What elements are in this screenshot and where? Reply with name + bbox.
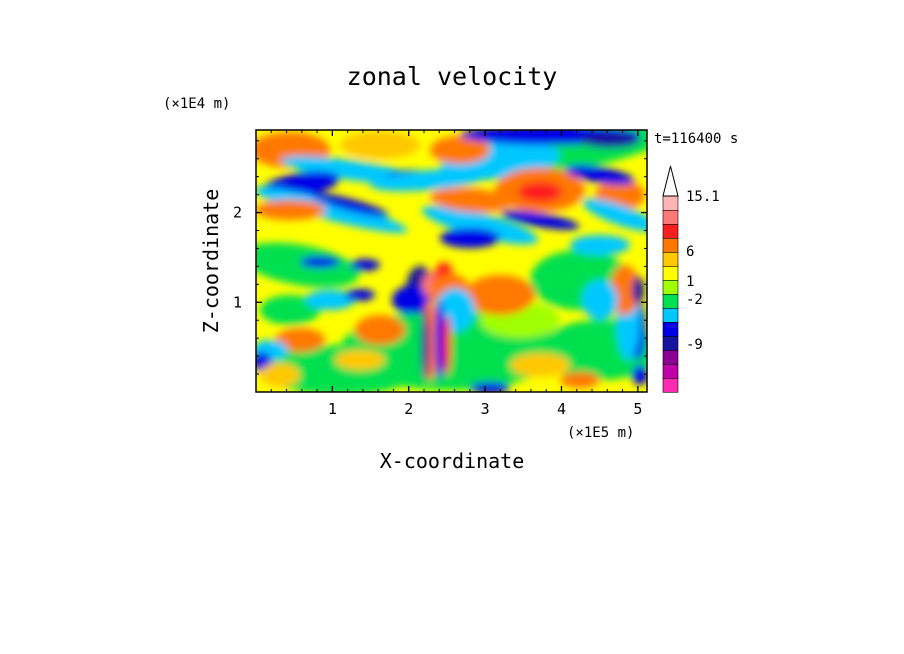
x-axis-unit: (×1E5 m) [567,425,634,441]
field-blob [370,168,490,192]
colorbar-label: 6 [686,244,694,260]
colorbar-bin [662,363,679,379]
field-blob [570,235,630,255]
field-blob [443,315,451,375]
field-blob [518,182,562,202]
colorbar [662,165,679,393]
field-blob [335,350,385,370]
velocity-field [256,130,647,392]
field-blob [256,200,325,220]
chart-title: zonal velocity [347,62,558,91]
x-tick-label: 4 [557,400,566,418]
y-tick-label: 1 [233,293,242,311]
x-axis-label: X-coordinate [380,449,525,473]
field-blob [421,205,539,245]
colorbar-bin [662,265,679,281]
time-label: t=116400 s [654,131,738,147]
colorbar-bin [662,335,679,351]
field-blob [260,363,300,387]
colorbar-bin [662,293,679,309]
field-blob [345,289,375,301]
field-blob [300,256,340,268]
field-blob [435,300,445,380]
colorbar-extend-arrow [662,165,679,197]
colorbar-label: -9 [686,337,703,353]
field-blob [256,242,360,288]
colorbar-label: 1 [686,274,694,290]
field-blob [256,187,408,233]
field-blob [440,228,500,248]
colorbar-bin [662,251,679,267]
y-axis-label: Z-coordinate [199,189,223,334]
field-blob [392,286,428,314]
field-blob [305,290,355,310]
y-tick-label: 2 [233,204,242,222]
plot-frame [255,129,648,393]
x-tick-label: 1 [328,400,337,418]
x-tick-label: 5 [633,400,642,418]
field-blob [560,372,600,388]
field-blob [565,165,635,185]
field-blob [582,198,647,232]
colorbar-bin [662,195,679,211]
field-blob [500,210,580,230]
field-blob [355,315,405,345]
y-ticks: 12 [233,140,647,375]
colorbar-label: 15.1 [686,189,720,205]
colorbar-bin [662,279,679,295]
x-ticks: 1 2 3 4 5 [270,130,642,418]
x-tick-label: 3 [481,400,490,418]
colorbar-label: -2 [686,292,703,308]
field-blob [350,259,380,271]
field-blob [632,365,647,385]
field-contours [256,130,647,392]
y-axis-unit: (×1E4 m) [163,96,230,112]
field-blob [421,310,429,380]
colorbar-labels: 15.1 6 1 -2 -9 [686,189,720,353]
colorbar-bin [662,223,679,239]
colorbar-bin [662,209,679,225]
x-tick-label: 2 [404,400,413,418]
field-blob [340,131,420,159]
field-blob [430,136,490,164]
field-blob [430,187,510,213]
colorbar-bin [662,307,679,323]
field-blob [465,275,535,315]
colorbar-bin [662,377,679,393]
field-blob [275,328,325,352]
field-blob [260,295,320,325]
field-blob [580,132,640,148]
field-blob [280,156,420,184]
colorbar-bin [662,237,679,253]
field-blob [582,280,618,320]
field-blob [632,276,644,304]
field-blob [311,193,389,217]
field-blob [510,353,570,377]
colorbar-bin [662,321,679,337]
colorbar-bin [662,349,679,365]
